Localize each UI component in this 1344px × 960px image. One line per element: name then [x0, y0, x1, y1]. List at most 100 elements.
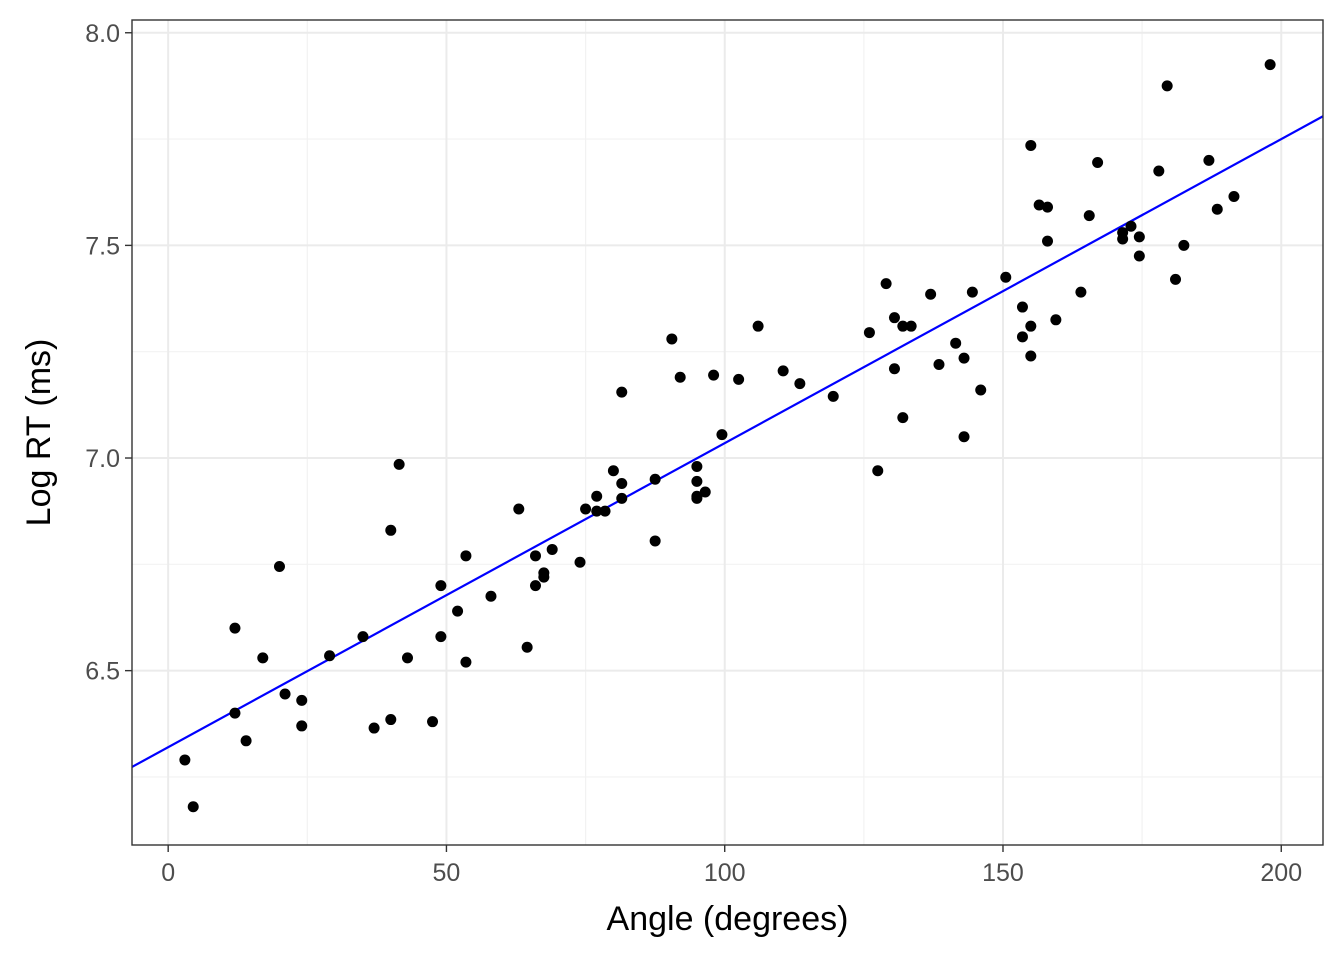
data-point: [691, 492, 703, 504]
minor-gridlines: [132, 20, 1323, 845]
data-point: [925, 288, 937, 300]
data-point: [187, 801, 199, 813]
data-point: [1025, 320, 1037, 332]
x-axis-ticks: 0 50 100 150 200: [161, 845, 1302, 887]
data-point: [863, 327, 875, 339]
data-point: [958, 352, 970, 364]
data-point: [649, 473, 661, 485]
data-point: [1000, 271, 1012, 283]
data-point: [1203, 154, 1215, 166]
data-point: [1170, 273, 1182, 285]
data-point: [1033, 199, 1045, 211]
data-point: [529, 580, 541, 592]
data-point: [1153, 165, 1165, 177]
x-axis-title: Angle (degrees): [607, 900, 849, 938]
data-point: [427, 716, 439, 728]
data-point: [521, 641, 533, 653]
data-point: [905, 320, 917, 332]
data-point: [880, 278, 892, 290]
data-point: [649, 535, 661, 547]
data-point: [580, 503, 592, 515]
data-point: [460, 656, 472, 668]
data-point: [1092, 156, 1104, 168]
data-point: [485, 590, 497, 602]
data-point: [1117, 233, 1129, 245]
data-point: [368, 722, 380, 734]
data-point: [666, 333, 678, 345]
x-tick-label: 50: [433, 859, 461, 887]
data-point: [888, 312, 900, 324]
data-point: [1050, 314, 1062, 326]
panel-border: [131, 19, 1324, 846]
data-point: [229, 622, 241, 634]
data-point: [888, 363, 900, 375]
data-point: [827, 390, 839, 402]
data-point: [1133, 231, 1145, 243]
data-point: [872, 465, 884, 477]
data-point: [933, 358, 945, 370]
data-point: [1264, 59, 1276, 71]
data-point: [1042, 235, 1054, 247]
data-point: [1161, 80, 1173, 92]
data-point: [273, 560, 285, 572]
data-point: [1042, 201, 1054, 213]
x-tick-label: 150: [982, 859, 1024, 887]
data-point: [1125, 220, 1137, 232]
data-point: [1075, 286, 1087, 298]
data-point: [607, 465, 619, 477]
data-point: [691, 461, 703, 473]
data-point: [674, 371, 686, 383]
data-point: [1211, 203, 1223, 215]
data-point: [546, 543, 558, 555]
data-point: [950, 337, 962, 349]
data-point: [1016, 331, 1028, 343]
data-point: [460, 550, 472, 562]
data-point: [1016, 301, 1028, 313]
data-point: [393, 458, 405, 470]
data-point: [966, 286, 978, 298]
data-point: [1083, 210, 1095, 222]
data-point: [616, 386, 628, 398]
data-point: [777, 365, 789, 377]
x-tick-label: 100: [704, 859, 746, 887]
data-point: [179, 754, 191, 766]
data-point: [616, 492, 628, 504]
data-point: [513, 503, 525, 515]
data-point: [324, 650, 336, 662]
data-point: [591, 505, 603, 517]
data-point: [1025, 350, 1037, 362]
data-point: [733, 373, 745, 385]
data-point: [616, 478, 628, 490]
data-point: [599, 505, 611, 517]
y-tick-label: 7.0: [85, 445, 120, 473]
data-point: [385, 524, 397, 536]
data-point: [897, 412, 909, 424]
data-point: [435, 631, 447, 643]
data-point: [699, 486, 711, 498]
data-point: [240, 735, 252, 747]
data-point: [574, 556, 586, 568]
y-tick-label: 6.5: [85, 658, 120, 686]
data-point: [452, 605, 464, 617]
y-tick-label: 8.0: [85, 20, 120, 48]
data-point: [975, 384, 987, 396]
data-point: [1025, 139, 1037, 151]
y-axis-title: Log RT (ms): [20, 339, 58, 527]
y-tick-label: 7.5: [85, 232, 120, 260]
data-point: [591, 490, 603, 502]
data-point: [716, 429, 728, 441]
data-point: [897, 320, 909, 332]
data-point: [794, 378, 806, 390]
data-point: [752, 320, 764, 332]
x-tick-label: 0: [161, 859, 175, 887]
data-point: [1178, 239, 1190, 251]
x-tick-label: 200: [1260, 859, 1302, 887]
data-point: [357, 631, 369, 643]
data-point: [529, 550, 541, 562]
data-point: [257, 652, 269, 664]
y-axis-ticks: 6.5 7.0 7.5 8.0: [85, 20, 132, 686]
data-point: [691, 475, 703, 487]
data-point: [385, 714, 397, 726]
